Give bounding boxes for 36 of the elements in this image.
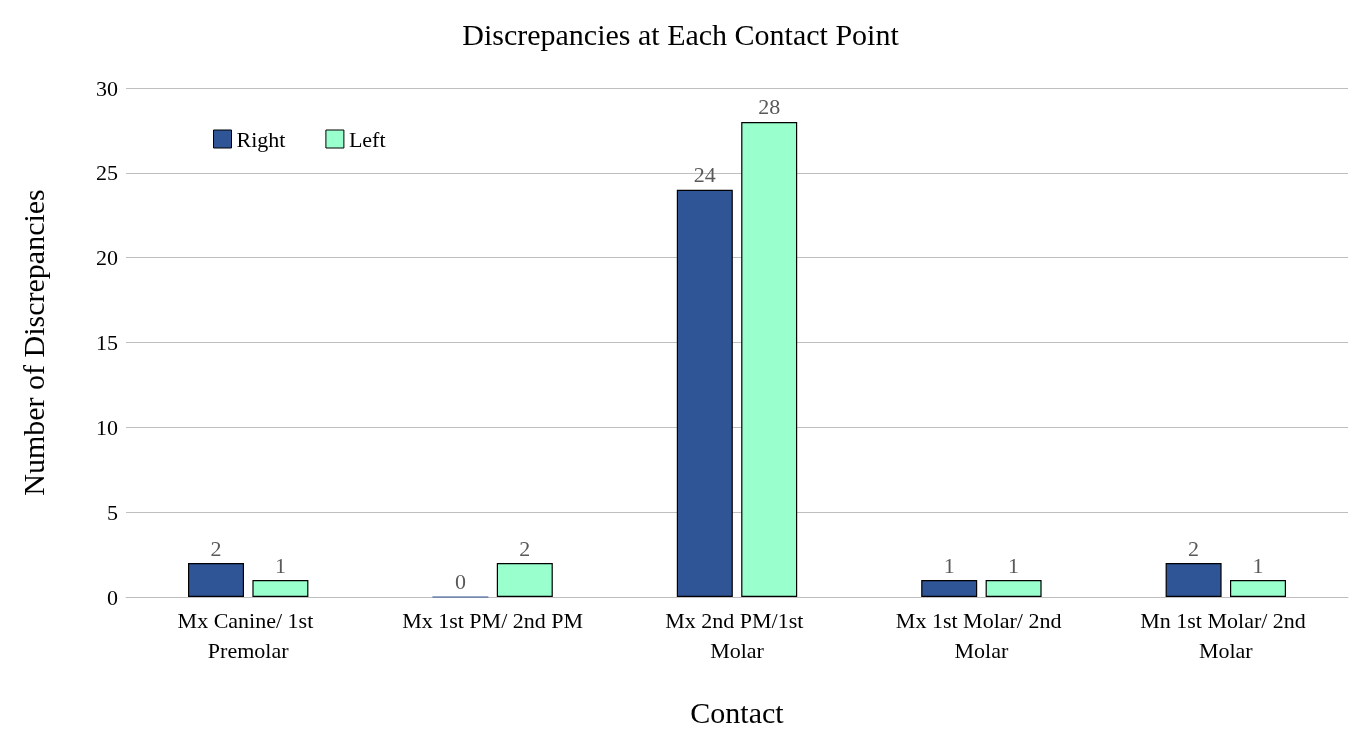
- data-label: 1: [274, 552, 286, 578]
- bar: [921, 580, 978, 597]
- bar: [496, 563, 553, 597]
- bar: [985, 580, 1042, 597]
- y-tick-label: 15: [96, 330, 118, 355]
- x-tick-label: Mx Canine/ 1st Premolar: [177, 607, 319, 663]
- data-label: 0: [454, 568, 466, 594]
- x-axis-title: Contact: [690, 695, 785, 729]
- legend-label: Right: [236, 126, 286, 152]
- data-label: 1: [1252, 552, 1264, 578]
- data-label: 2: [519, 535, 531, 561]
- x-tick-label: Mx 1st PM/ 2nd PM: [402, 607, 584, 633]
- bar: [741, 121, 798, 597]
- bar: [252, 580, 309, 597]
- x-tick-label: Mx 1st Molar/ 2nd Molar: [895, 607, 1067, 663]
- x-tick-label: Mx 2nd PM/1st Molar: [665, 607, 809, 663]
- y-tick-label: 30: [96, 75, 118, 101]
- y-tick-label: 10: [96, 414, 118, 440]
- data-label: 1: [943, 552, 955, 578]
- bar: [188, 563, 244, 597]
- legend-label: Left: [348, 126, 386, 152]
- data-label: 24: [693, 162, 716, 188]
- data-label: 28: [758, 94, 781, 120]
- data-label: 2: [210, 535, 222, 561]
- y-tick-label: 25: [96, 160, 118, 186]
- y-tick-label: 0: [107, 584, 118, 610]
- y-tick-label: 20: [96, 245, 118, 271]
- y-tick-label: 5: [107, 499, 118, 525]
- chart-title: Discrepancies at Each Contact Point: [462, 17, 900, 51]
- bar: [1230, 580, 1286, 597]
- bar: [676, 189, 733, 597]
- bar: [1165, 563, 1222, 597]
- data-label: 2: [1188, 535, 1200, 561]
- data-label: 1: [1008, 552, 1020, 578]
- x-tick-label: Mn 1st Molar/ 2nd Molar: [1140, 607, 1312, 663]
- y-axis-title: Number of Discrepancies: [16, 189, 50, 496]
